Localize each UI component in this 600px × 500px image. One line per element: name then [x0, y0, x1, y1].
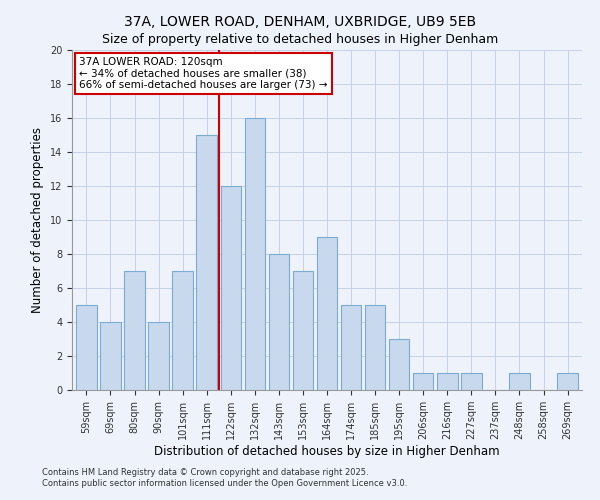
Bar: [245, 118, 265, 390]
Bar: [557, 373, 578, 390]
Bar: [461, 373, 482, 390]
Bar: [148, 322, 169, 390]
Bar: [293, 271, 313, 390]
Bar: [269, 254, 289, 390]
Text: 37A LOWER ROAD: 120sqm
← 34% of detached houses are smaller (38)
66% of semi-det: 37A LOWER ROAD: 120sqm ← 34% of detached…: [79, 57, 328, 90]
Bar: [341, 305, 361, 390]
Bar: [100, 322, 121, 390]
Y-axis label: Number of detached properties: Number of detached properties: [31, 127, 44, 313]
Text: Contains HM Land Registry data © Crown copyright and database right 2025.
Contai: Contains HM Land Registry data © Crown c…: [42, 468, 407, 487]
Bar: [172, 271, 193, 390]
Text: 37A, LOWER ROAD, DENHAM, UXBRIDGE, UB9 5EB: 37A, LOWER ROAD, DENHAM, UXBRIDGE, UB9 5…: [124, 15, 476, 29]
Bar: [365, 305, 385, 390]
Bar: [196, 135, 217, 390]
Bar: [437, 373, 458, 390]
Bar: [389, 339, 409, 390]
Bar: [124, 271, 145, 390]
Bar: [509, 373, 530, 390]
Bar: [413, 373, 433, 390]
X-axis label: Distribution of detached houses by size in Higher Denham: Distribution of detached houses by size …: [154, 445, 500, 458]
Bar: [317, 237, 337, 390]
Bar: [221, 186, 241, 390]
Bar: [76, 305, 97, 390]
Text: Size of property relative to detached houses in Higher Denham: Size of property relative to detached ho…: [102, 32, 498, 46]
